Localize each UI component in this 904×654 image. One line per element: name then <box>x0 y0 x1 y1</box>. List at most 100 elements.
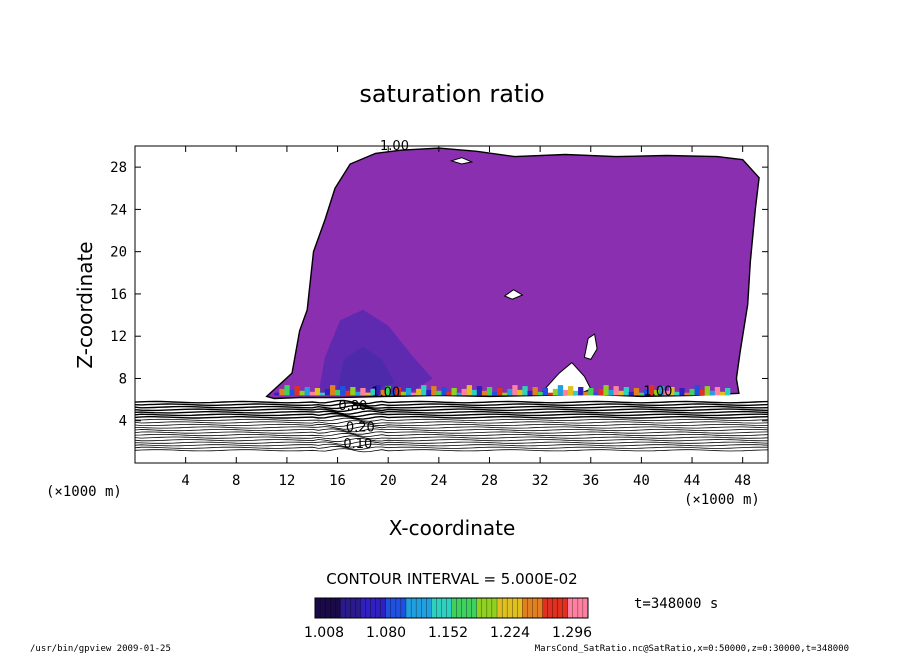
band-cell <box>319 392 326 396</box>
contour-line <box>134 407 769 412</box>
band-cell <box>395 387 402 396</box>
colorbar-cell <box>582 597 589 619</box>
band-cell <box>568 386 574 396</box>
colorbar-cell <box>567 597 574 619</box>
band-cell <box>618 390 624 396</box>
colorbar-cell <box>355 597 361 619</box>
contour-line <box>135 425 769 430</box>
band-cell <box>486 387 493 396</box>
contour-line <box>134 448 769 453</box>
band-cell <box>350 387 356 396</box>
colorbar-tick-label: 1.152 <box>428 625 468 641</box>
y-tick-label: 24 <box>110 202 127 218</box>
chart-title: saturation ratio <box>359 80 544 108</box>
contour-line <box>134 420 769 425</box>
band-cell <box>527 390 533 396</box>
band-cell <box>502 392 508 396</box>
band-cell <box>588 388 594 396</box>
colorbar-cell <box>395 597 402 619</box>
band-cell <box>704 386 710 396</box>
contour-line <box>134 412 769 418</box>
band-cell <box>537 391 543 396</box>
band-cell <box>324 388 331 396</box>
colorbar-tick-label: 1.008 <box>304 625 344 641</box>
band-cell <box>603 385 609 396</box>
footer-right: MarsCond_SatRatio.nc@SatRatio,x=0:50000,… <box>535 644 849 654</box>
colorbar-cell <box>405 597 412 619</box>
x-tick-label: 28 <box>481 473 498 489</box>
colorbar-cell <box>572 597 579 619</box>
band-cell <box>725 388 731 396</box>
colorbar-cell <box>527 597 533 619</box>
colorbar-cell <box>557 597 564 619</box>
colorbar-cell <box>522 597 528 619</box>
band-cell <box>583 391 589 396</box>
band-cell <box>416 388 422 396</box>
colorbar-tick-labels: 1.008 1.080 1.152 1.224 1.296 <box>304 625 592 641</box>
band-cell <box>375 385 381 396</box>
y-axis-ticks: 4 8 12 16 20 24 28 <box>110 160 768 430</box>
band-cell <box>492 391 498 396</box>
band-cell <box>385 386 391 396</box>
colorbar-cell <box>471 597 478 619</box>
colorbar-cell <box>431 597 437 619</box>
colorbar-cell <box>319 597 326 619</box>
colorbar-cell <box>456 597 463 619</box>
band-cell <box>481 390 488 396</box>
colorbar-cell <box>552 597 559 619</box>
contour-line <box>134 399 769 405</box>
contour-line <box>134 417 769 422</box>
colorbar-cell <box>537 597 543 619</box>
contour-line <box>134 410 769 415</box>
colorbar-cell <box>380 597 387 619</box>
band-cell <box>654 389 660 396</box>
colorbar-tick-label: 1.296 <box>552 625 592 641</box>
band-cell <box>573 390 579 396</box>
contour-line <box>134 435 769 440</box>
contour-label: 0.20 <box>346 420 375 435</box>
band-cell <box>659 386 665 396</box>
colorbar-cell <box>410 597 417 619</box>
band-cell <box>426 389 432 396</box>
colorbar-cell <box>491 597 498 619</box>
band-cell <box>365 392 371 396</box>
colorbar-cell <box>466 597 473 619</box>
colorbar-cell <box>340 597 346 619</box>
colorbar-frame <box>314 597 589 619</box>
band-cell <box>638 392 645 396</box>
band-cell <box>476 386 483 396</box>
y-tick-label: 20 <box>110 245 127 261</box>
contour-line <box>134 445 768 451</box>
band-cell <box>709 390 716 396</box>
band-cell <box>466 385 472 396</box>
subsaturated-hole <box>449 157 474 165</box>
band-cell <box>335 389 341 396</box>
x-axis-ticks: 4 8 12 16 20 24 28 32 36 40 44 48 <box>181 146 751 489</box>
x-unit-left: (×1000 m) <box>46 484 122 500</box>
band-cell <box>552 388 559 396</box>
band-cell <box>400 391 407 396</box>
contour-line <box>134 443 769 448</box>
band-cell <box>299 390 305 396</box>
band-cell <box>380 389 386 396</box>
colorbar-cell <box>446 597 452 619</box>
band-cell <box>274 392 280 396</box>
x-tick-label: 36 <box>582 473 599 489</box>
y-axis-label: Z-coordinate <box>73 241 97 368</box>
colorbar-cell <box>330 597 336 619</box>
colorbar-cell <box>370 597 377 619</box>
band-cell <box>330 385 336 396</box>
band-cell <box>446 391 452 396</box>
colorbar-cell <box>506 597 513 619</box>
colorbar-cell <box>345 597 351 619</box>
colorbar-cell <box>542 597 549 619</box>
colorbar-cell <box>360 597 367 619</box>
band-cell <box>355 391 361 396</box>
band-cell <box>679 388 685 396</box>
band-cell <box>370 388 376 396</box>
band-cell <box>441 387 447 396</box>
band-cell <box>694 385 700 396</box>
colorbar-cell <box>314 597 321 619</box>
colorbar-cell <box>486 597 493 619</box>
contour-label: 0.10 <box>343 437 372 452</box>
